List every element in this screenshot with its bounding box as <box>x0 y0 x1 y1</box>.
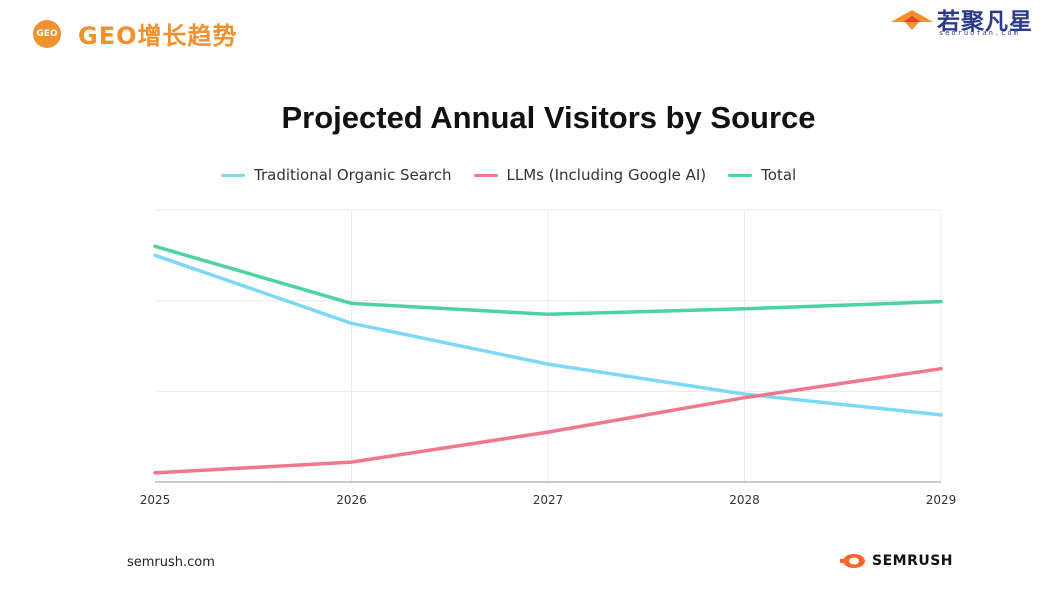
legend-item-llms: LLMs (Including Google AI) <box>473 166 707 184</box>
semrush-wordmark: SEMRUSH <box>872 553 954 569</box>
source-text: semrush.com <box>127 555 215 570</box>
semrush-flame-icon <box>840 554 865 568</box>
legend-swatch-llms <box>473 173 498 177</box>
x-tick-label: 2028 <box>729 493 760 507</box>
x-tick-label: 2029 <box>926 493 957 507</box>
legend-item-organic: Traditional Organic Search <box>221 166 452 184</box>
brand-logo: 若聚凡星 seoruofan.com <box>887 2 1047 42</box>
series-line-total <box>153 244 943 317</box>
brand-star-icon <box>891 10 933 30</box>
legend-label-llms: LLMs (Including Google AI) <box>506 166 707 184</box>
x-tick-label: 2026 <box>336 493 367 507</box>
legend-item-total: Total <box>728 166 796 184</box>
chart-legend: Traditional Organic Search LLMs (Includi… <box>221 165 818 185</box>
x-tick-label: 2027 <box>533 493 564 507</box>
slide-title: GEO增长趋势 <box>78 22 238 50</box>
series-line-organic <box>153 253 943 417</box>
semrush-logo: SEMRUSH <box>838 553 953 569</box>
geo-badge: GEO <box>33 20 61 48</box>
top-bar: GEO GEO增长趋势 若聚凡星 seoruofan.com <box>0 0 1057 60</box>
x-tick-label: 2025 <box>140 493 171 507</box>
chart-title: Projected Annual Visitors by Source <box>281 100 816 135</box>
brand-name: 若聚凡星 <box>937 9 1033 35</box>
brand-url: seoruofan.com <box>939 29 1020 37</box>
series-line-llms <box>153 366 943 475</box>
legend-label-total: Total <box>761 166 797 184</box>
legend-swatch-organic <box>221 173 245 177</box>
legend-swatch-total <box>728 173 753 177</box>
legend-label-organic: Traditional Organic Search <box>254 166 452 184</box>
